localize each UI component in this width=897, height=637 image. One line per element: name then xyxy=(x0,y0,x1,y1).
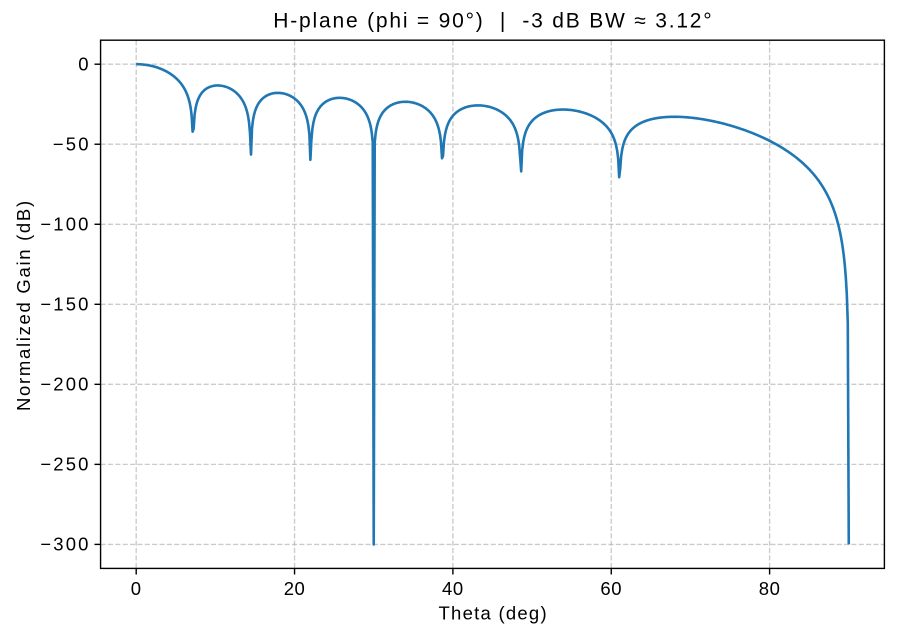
svg-text:40: 40 xyxy=(442,578,464,599)
svg-text:0: 0 xyxy=(131,578,142,599)
svg-text:−100: −100 xyxy=(40,214,90,235)
svg-text:H-plane (phi = 90°) | -3 dB: H-plane (phi = 90°) | -3 dB BW ≈ 3.12° xyxy=(273,10,713,33)
svg-text:Theta (deg): Theta (deg) xyxy=(439,602,548,623)
svg-text:−150: −150 xyxy=(40,294,90,315)
svg-text:0: 0 xyxy=(78,54,91,75)
svg-text:80: 80 xyxy=(759,578,781,599)
svg-text:−250: −250 xyxy=(40,454,90,475)
svg-text:−50: −50 xyxy=(53,134,91,155)
svg-text:60: 60 xyxy=(600,578,622,599)
svg-text:−300: −300 xyxy=(40,534,90,555)
svg-text:−200: −200 xyxy=(40,374,90,395)
svg-text:Normalized Gain (dB): Normalized Gain (dB) xyxy=(13,199,34,411)
svg-text:20: 20 xyxy=(284,578,306,599)
